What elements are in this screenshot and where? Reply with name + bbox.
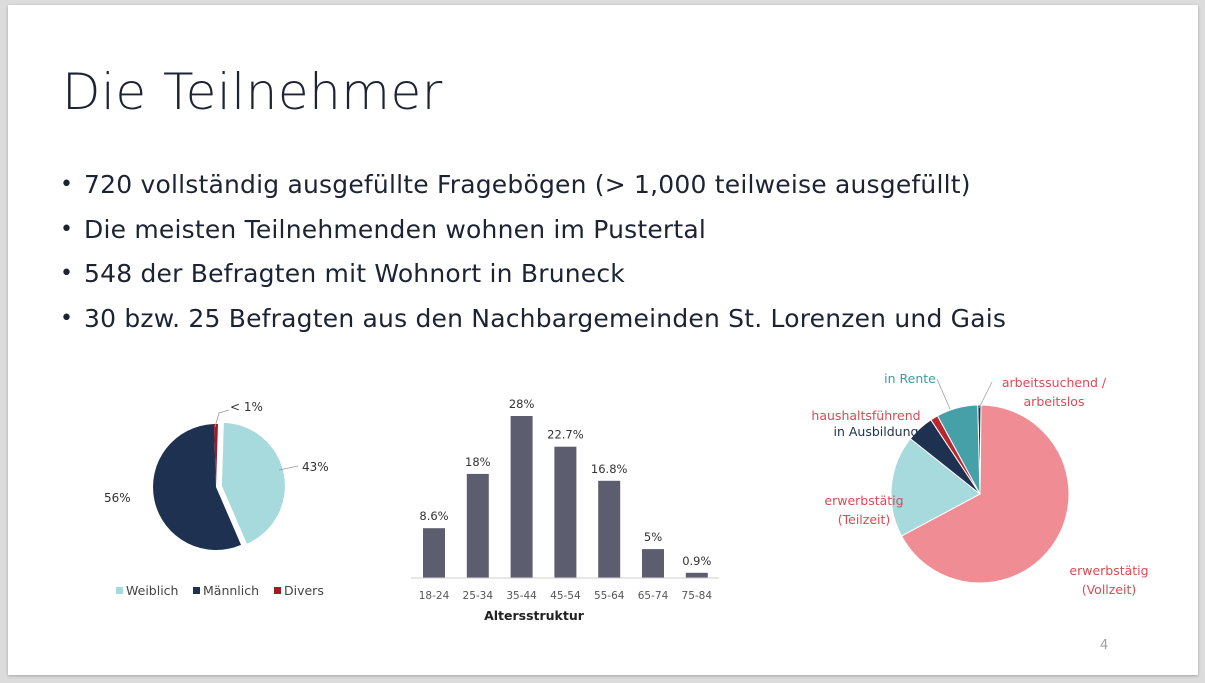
x-tick-label: 55-64: [594, 590, 625, 602]
occupation-label-arbeitslos-2: arbeitslos: [1024, 394, 1085, 409]
pie-slice-weiblich: [221, 422, 285, 544]
occupation-label-teilzeit-2: (Teilzeit): [838, 512, 891, 527]
divers-leader-line: [214, 409, 230, 428]
x-tick-label: 75-84: [682, 590, 713, 602]
arbeitslos-leader-line: [978, 381, 993, 409]
bar-55-64: [598, 480, 621, 578]
gender-legend: Weiblich Männlich Divers: [116, 583, 324, 598]
legend-swatch-weiblich: [116, 587, 123, 594]
occupation-label-haushalt: haushaltsführend: [811, 408, 920, 423]
legend-swatch-maennlich: [193, 587, 200, 594]
x-tick-label: 65-74: [638, 590, 669, 602]
pie-slice-erwerbstaetig-teilzeit: [890, 437, 981, 537]
bar-data-label: 8.6%: [419, 509, 448, 523]
bar-data-label: 22.7%: [547, 428, 584, 442]
occupation-label-arbeitslos-1: arbeitssuchend /: [1002, 375, 1107, 390]
occupation-label-vollzeit-2: (Vollzeit): [1082, 582, 1137, 597]
x-tick-label: 35-44: [506, 590, 537, 602]
bullet-item: 548 der Befragten mit Wohnort in Bruneck: [60, 252, 1006, 297]
maennlich-data-label: 56%: [104, 491, 131, 505]
bullet-item: 30 bzw. 25 Befragten aus den Nachbargeme…: [60, 297, 1006, 342]
x-tick-label: 25-34: [463, 590, 494, 602]
x-axis-title: Altersstruktur: [484, 608, 585, 623]
occupation-label-vollzeit-1: erwerbstätig: [1069, 563, 1148, 578]
slide-title: Die Teilnehmer: [62, 63, 443, 121]
occupation-label-ausbildung: in Ausbildung: [834, 424, 919, 439]
weiblich-data-label: 43%: [302, 460, 329, 474]
pie-slice-maennlich: [153, 424, 242, 550]
occupation-label-teilzeit-1: erwerbstätig: [824, 493, 903, 508]
weiblich-leader-line: [278, 465, 299, 471]
bar-65-74: [642, 549, 664, 578]
occupation-label-rente: in Rente: [884, 371, 936, 386]
rente-leader-line: [936, 378, 951, 410]
pie-slice-in-rente: [936, 404, 981, 495]
x-tick-label: 18-24: [419, 590, 450, 602]
legend-label-maennlich: Männlich: [203, 583, 259, 598]
bar-75-84: [685, 572, 708, 578]
gender-pie-slices: [153, 422, 285, 550]
occupation-pie-slices: [890, 404, 1070, 584]
pie-slice-erwerbstaetig-vollzeit: [900, 404, 1070, 584]
bullet-item: Die meisten Teilnehmenden wohnen im Pust…: [60, 208, 1006, 253]
bullet-list: 720 vollständig ausgefüllte Fragebögen (…: [60, 163, 1006, 341]
age-bars: 8.6% 18-24 18% 25-34 28% 35-44 22.7% 45-54 16.8%…: [419, 397, 713, 602]
bar-data-label: 16.8%: [591, 462, 628, 476]
bar-25-34: [466, 473, 489, 578]
legend-swatch-divers: [274, 587, 281, 594]
bar-data-label: 28%: [509, 397, 535, 411]
divers-data-label: < 1%: [230, 400, 263, 414]
pie-slice-divers: [214, 423, 218, 487]
bar-35-44: [510, 416, 533, 578]
legend-label-divers: Divers: [284, 583, 324, 598]
bullet-item: 720 vollständig ausgefüllte Fragebögen (…: [60, 163, 1006, 208]
bar-45-54: [554, 446, 577, 578]
bar-data-label: 5%: [644, 530, 662, 544]
bar-data-label: 0.9%: [682, 554, 711, 568]
bar-18-24: [423, 528, 445, 578]
bar-data-label: 18%: [465, 455, 491, 469]
page-number: 4: [1100, 638, 1109, 653]
legend-label-weiblich: Weiblich: [126, 583, 178, 598]
x-tick-label: 45-54: [550, 590, 581, 602]
